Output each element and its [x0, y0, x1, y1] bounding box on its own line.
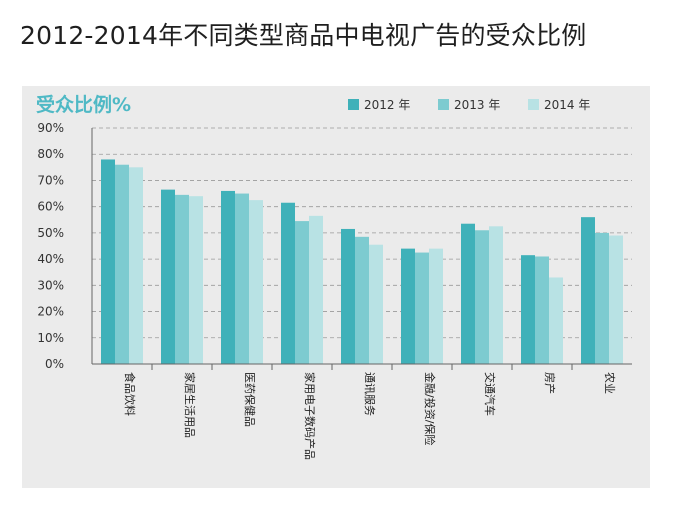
y-tick-label: 20% — [37, 305, 64, 319]
bars-layer — [101, 159, 623, 364]
legend-label: 2013 年 — [454, 98, 500, 112]
y-tick-label: 50% — [37, 226, 64, 240]
x-tick-label: 房产 — [543, 372, 557, 394]
legend-label: 2014 年 — [544, 98, 590, 112]
y-tick-label: 70% — [37, 173, 64, 187]
bar — [161, 189, 175, 364]
y-tick-label: 40% — [37, 252, 64, 266]
bar — [101, 159, 115, 364]
page-title: 2012-2014年不同类型商品中电视广告的受众比例 — [20, 21, 587, 50]
bar — [429, 248, 443, 364]
axis-layer: 0% 10% 20% 30% 40% 50% 60% 70% 80% 90% 食品饮料 家居生活用品 医… — [37, 121, 632, 460]
legend-layer: 2012 年 2013 年 2014 年 — [348, 98, 590, 112]
x-tick-label: 家居生活用品 — [183, 372, 197, 438]
y-tick-label: 30% — [37, 278, 64, 292]
bar — [489, 226, 503, 364]
bar — [115, 164, 129, 364]
legend-swatch — [438, 99, 449, 110]
y-tick-label: 80% — [37, 147, 64, 161]
bar — [281, 202, 295, 364]
bar — [609, 235, 623, 364]
bar — [309, 215, 323, 364]
legend-swatch — [528, 99, 539, 110]
x-tick-label: 金融/投资/保险 — [423, 372, 437, 445]
bar — [295, 221, 309, 364]
x-tick-label: 农业 — [603, 372, 617, 394]
bar — [341, 228, 355, 364]
bar — [401, 248, 415, 364]
bar — [535, 256, 549, 364]
bar — [369, 244, 383, 364]
bar — [355, 236, 369, 364]
x-tick-label: 食品饮料 — [123, 372, 137, 416]
bar — [189, 196, 203, 364]
x-tick-label: 医药保健品 — [243, 372, 257, 427]
bar — [415, 252, 429, 364]
bar — [461, 223, 475, 364]
bar — [521, 255, 535, 364]
bottom-strip — [0, 496, 683, 511]
bar — [129, 167, 143, 364]
y-axis-title: 受众比例% — [36, 94, 132, 116]
y-tick-label: 0% — [45, 357, 64, 371]
bar — [595, 232, 609, 364]
y-tick-label: 90% — [37, 121, 64, 135]
legend-swatch — [348, 99, 359, 110]
x-tick-label: 交通汽车 — [483, 372, 497, 416]
bar — [221, 190, 235, 364]
bar — [475, 230, 489, 364]
y-tick-label: 60% — [37, 200, 64, 214]
legend-label: 2012 年 — [364, 98, 410, 112]
bar — [581, 217, 595, 364]
x-tick-label: 通讯服务 — [363, 372, 376, 416]
x-tick-label: 家用电子数码产品 — [303, 372, 317, 460]
bar — [549, 277, 563, 364]
bar — [235, 193, 249, 364]
bar — [175, 194, 189, 364]
y-tick-label: 10% — [37, 331, 64, 345]
bar — [249, 200, 263, 364]
